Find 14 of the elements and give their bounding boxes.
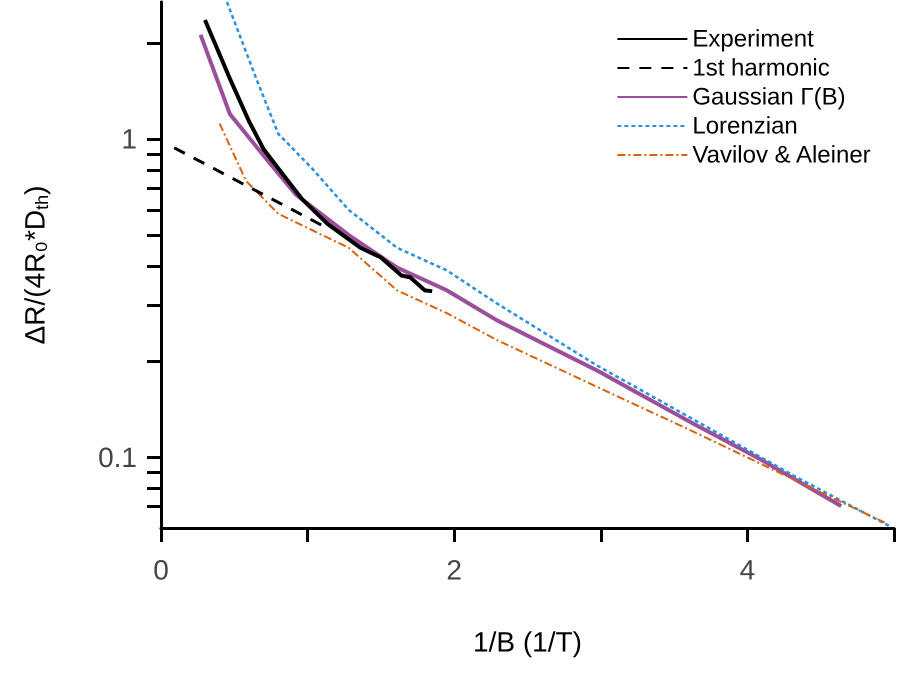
- y-tick-label: 1: [121, 124, 137, 155]
- legend-label: Vavilov & Aleiner: [692, 142, 871, 168]
- x-tick-label: 0: [153, 554, 169, 586]
- x-tick-label: 4: [740, 554, 756, 586]
- x-axis-title: 1/B (1/T): [473, 626, 582, 658]
- legend-label: Experiment: [692, 26, 814, 52]
- y-tick-label: 0.1: [98, 442, 137, 473]
- legend-label: Lorenzian: [692, 112, 798, 140]
- x-tick-label: 2: [446, 554, 462, 586]
- line-series: [202, 18, 434, 294]
- legend-label: 1st harmonic: [692, 54, 830, 82]
- line-series: [226, 0, 891, 528]
- y-axis-title: ΔR/(4R₀*Dth): [20, 186, 52, 344]
- legend-label: Gaussian Γ(B): [692, 84, 846, 110]
